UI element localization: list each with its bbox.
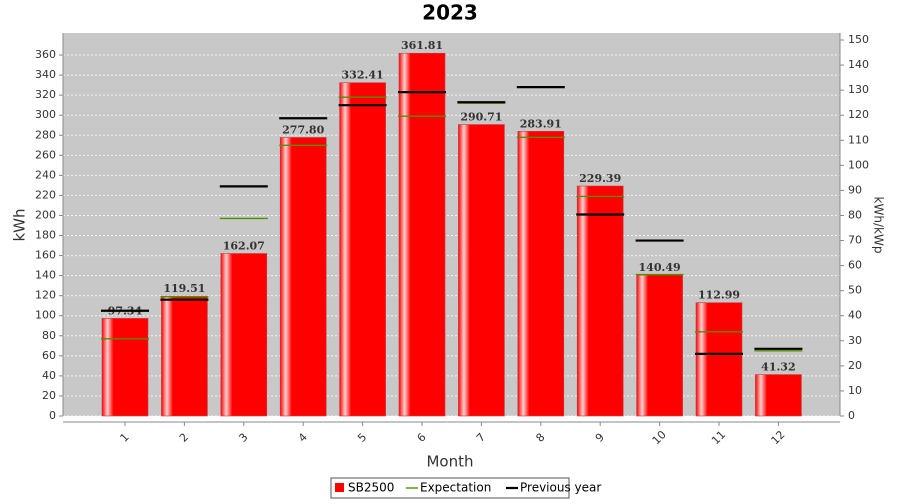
x-tick-label: 1 [118,431,132,445]
y2-tick-label: 70 [848,234,862,247]
y-tick-label: 240 [35,168,56,181]
bar [101,318,149,417]
y-tick-label: 140 [35,269,56,282]
x-tick-label: 7 [474,431,488,445]
y2-tick-label: 50 [848,284,862,297]
y2-tick-label: 40 [848,309,862,322]
y-tick-label: 340 [35,68,56,81]
x-tick-label: 9 [593,431,607,445]
y2-tick-label: 130 [848,83,869,96]
x-tick-label: 4 [296,431,310,445]
value-label: 140.49 [639,261,681,274]
x-tick-label: 11 [709,428,728,447]
value-label: 283.91 [520,117,562,130]
bar [339,82,386,417]
y-tick-label: 280 [35,128,56,141]
y2-tick-label: 150 [848,33,869,46]
value-label: 290.71 [460,111,502,124]
value-label: 277.80 [282,123,324,136]
y-tick-label: 20 [42,389,56,402]
value-label: 361.81 [401,39,443,52]
bar [517,131,565,417]
value-label: 332.41 [342,69,384,82]
y2-tick-label: 0 [848,409,855,422]
x-tick-label: 2 [177,431,191,445]
y-tick-label: 260 [35,148,56,161]
value-label: 112.99 [698,289,740,302]
y-tick-label: 360 [35,48,56,61]
y-axis-label: kWh [11,208,29,241]
legend-label: Expectation [420,481,491,495]
y2-tick-label: 30 [848,334,862,347]
bar [398,52,446,417]
y-tick-label: 60 [42,349,56,362]
y2-tick-label: 140 [848,58,869,71]
y-tick-label: 180 [35,229,56,242]
y2-axis-label: kWh/kWp [872,197,886,254]
bar [576,185,624,417]
chart-title: 2023 [422,1,478,25]
y-tick-label: 120 [35,289,56,302]
bar [458,124,505,417]
y-tick-label: 160 [35,249,56,262]
value-label: 229.39 [579,172,621,185]
x-tick-label: 10 [650,428,669,447]
y2-tick-label: 80 [848,208,862,221]
y-tick-label: 220 [35,188,56,201]
y2-tick-label: 20 [848,359,862,372]
y2-tick-label: 100 [848,158,869,171]
legend [330,477,570,499]
bar [695,302,743,417]
x-tick-label: 8 [533,431,547,445]
y-tick-label: 320 [35,88,56,101]
x-axis-label: Month [426,453,473,471]
bar [755,374,802,417]
value-label: 162.07 [223,240,265,253]
value-label: 41.32 [761,361,795,374]
bar [161,295,208,417]
y-tick-label: 200 [35,208,56,221]
bar [279,137,327,417]
value-label: 119.51 [163,282,205,295]
bar [636,274,683,417]
y-tick-label: 0 [49,409,56,422]
y-tick-label: 300 [35,108,56,121]
y-tick-label: 100 [35,309,56,322]
y2-tick-label: 60 [848,259,862,272]
y2-tick-label: 110 [848,133,869,146]
y-tick-label: 40 [42,369,56,382]
x-tick-label: 6 [415,431,429,445]
y-tick-label: 80 [42,329,56,342]
x-tick-label: 12 [769,428,788,447]
y2-tick-label: 120 [848,108,869,121]
y2-tick-label: 90 [848,183,862,196]
legend-label: Previous year [520,481,601,495]
legend-swatch [335,483,344,492]
legend-label: SB2500 [348,481,394,495]
x-tick-label: 5 [355,431,369,445]
y2-tick-label: 10 [848,384,862,397]
bar [220,253,268,417]
x-tick-label: 3 [236,431,250,445]
